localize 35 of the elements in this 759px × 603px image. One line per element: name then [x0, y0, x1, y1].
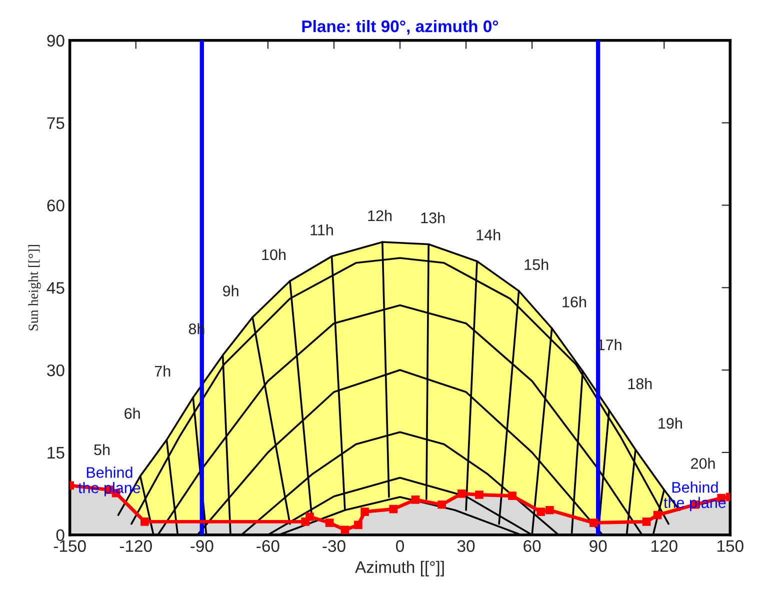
y-tick-label: 75: [47, 117, 64, 130]
x-tick-label: -30: [322, 540, 346, 552]
annotation: 15h: [524, 258, 548, 270]
annotation: 20h: [691, 458, 715, 469]
x-tick-label: -120: [120, 540, 152, 552]
annotation: 16h: [562, 296, 586, 308]
y-axis-title: Sun height [[°]]: [28, 244, 41, 330]
y-tick-label: 30: [47, 364, 64, 376]
annotation: 6h: [124, 408, 140, 419]
annotation: 13h: [421, 212, 445, 224]
annotation: 5h: [94, 444, 110, 456]
x-tick-label: 90: [590, 540, 607, 552]
x-tick-label: 0: [396, 540, 404, 552]
x-tick-label: -150: [54, 540, 86, 552]
annotation: 14h: [476, 229, 500, 240]
annotation: 18h: [628, 378, 652, 390]
chart-title: Plane: tilt 90°, azimuth 0°: [302, 20, 498, 35]
x-tick-label: 30: [457, 540, 475, 552]
x-tick-label: 120: [651, 540, 678, 552]
x-axis-title: Azimuth [[°]]: [355, 560, 444, 576]
annotation: 12h: [368, 210, 392, 221]
annotation: 10h: [262, 248, 286, 260]
y-tick-label: 0: [56, 529, 64, 542]
annotation: 7h: [154, 365, 170, 376]
y-tick-label: 90: [47, 34, 64, 47]
x-tick-label: -60: [256, 540, 280, 552]
x-tick-label: 150: [718, 540, 744, 552]
annotation: 9h: [223, 285, 238, 296]
annotation: 19h: [658, 418, 682, 429]
x-tick-label: -90: [190, 540, 214, 552]
x-tick-label: 60: [524, 540, 541, 552]
y-tick-label: 60: [47, 200, 64, 212]
annotation: 11h: [310, 224, 333, 236]
y-tick-label: 15: [48, 447, 64, 459]
y-tick-label: 45: [46, 282, 64, 294]
